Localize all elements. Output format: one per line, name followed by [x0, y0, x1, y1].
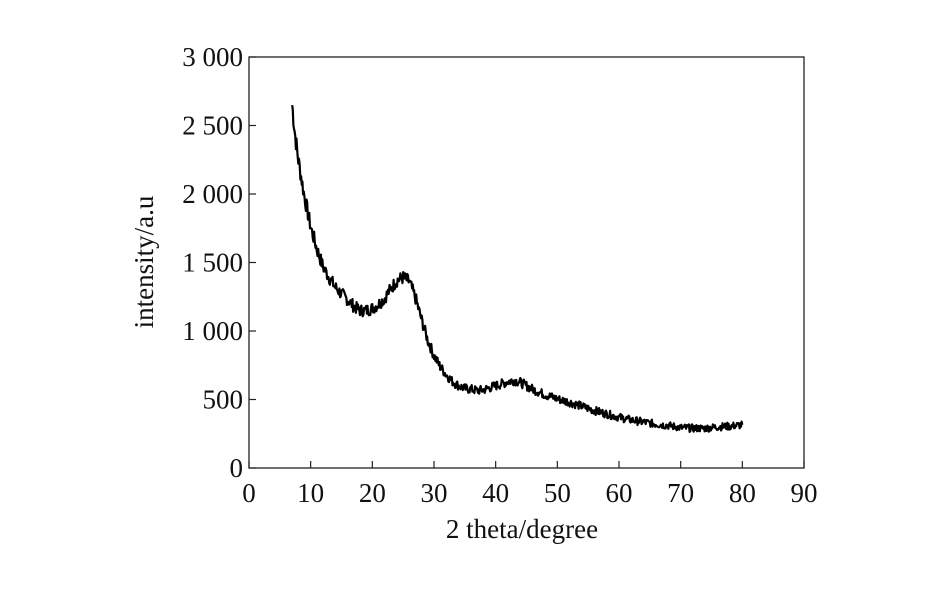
x-tick-label: 90 — [791, 478, 818, 508]
y-tick-label: 2 000 — [182, 179, 243, 209]
y-tick-label: 500 — [203, 385, 244, 415]
x-tick-label: 80 — [729, 478, 756, 508]
x-tick-label: 60 — [606, 478, 633, 508]
y-tick-label: 3 000 — [182, 42, 243, 72]
intensity-curve — [291, 104, 744, 433]
x-tick-label: 40 — [482, 478, 509, 508]
y-tick-label: 1 000 — [182, 316, 243, 346]
y-tick-label: 1 500 — [182, 248, 243, 278]
x-axis-title: 2 theta/degree — [446, 514, 598, 544]
x-tick-label: 30 — [421, 478, 448, 508]
x-axis-ticks: 0 10 20 30 40 50 60 70 80 90 — [242, 461, 818, 508]
x-tick-label: 10 — [297, 478, 324, 508]
x-tick-label: 0 — [242, 478, 256, 508]
x-tick-label: 50 — [544, 478, 571, 508]
x-tick-label: 70 — [667, 478, 694, 508]
y-axis-title: intensity/a.u — [129, 195, 159, 328]
x-tick-label: 20 — [359, 478, 386, 508]
y-axis-ticks: 0 500 1 000 1 500 2 000 2 500 3 000 — [182, 42, 256, 483]
plot-frame — [248, 56, 805, 469]
y-tick-label: 2 500 — [182, 111, 243, 141]
y-tick-label: 0 — [230, 453, 244, 483]
